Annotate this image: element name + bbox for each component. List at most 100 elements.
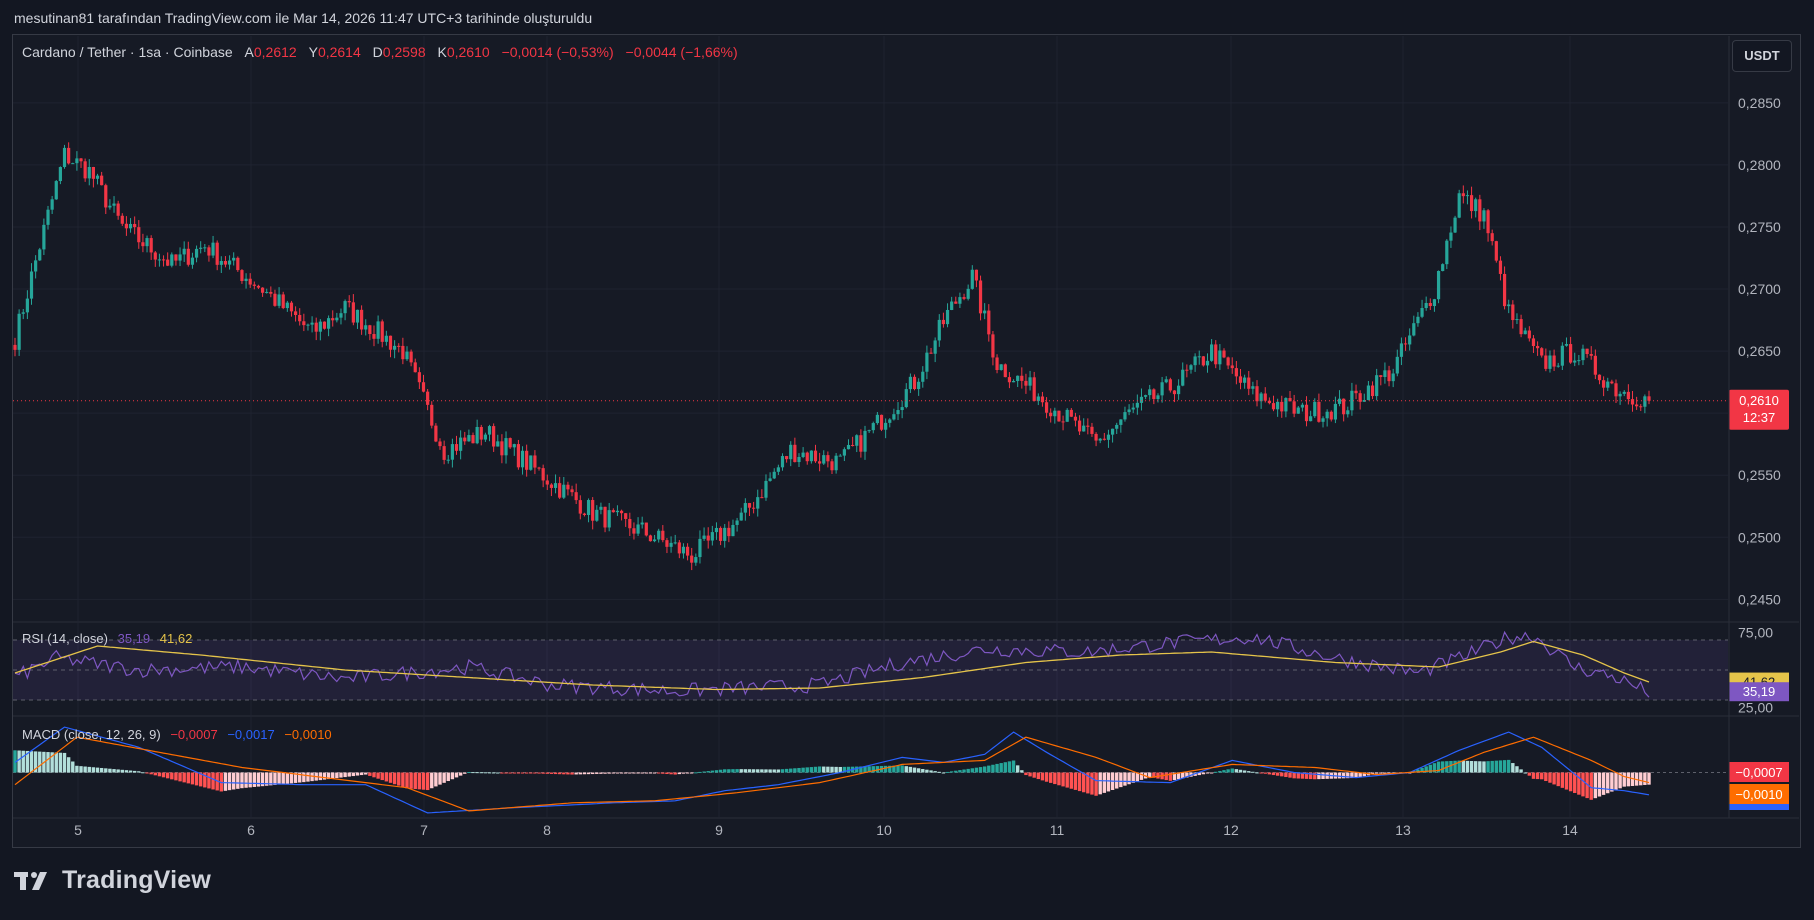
candle-body bbox=[1552, 355, 1556, 367]
macd-hist-bar bbox=[974, 767, 979, 773]
tradingview-brand[interactable]: TradingView bbox=[14, 866, 211, 895]
chart-frame[interactable] bbox=[12, 34, 1801, 848]
candle-body bbox=[706, 535, 710, 541]
candle-body bbox=[525, 450, 529, 470]
macd-hist-bar bbox=[1028, 772, 1032, 777]
macd-legend: MACD (close, 12, 26, 9) −0,0007 −0,0017 … bbox=[22, 727, 332, 742]
candle-body bbox=[591, 500, 595, 521]
candle-body bbox=[194, 248, 199, 258]
currency-button[interactable]: USDT bbox=[1732, 40, 1792, 72]
macd-hist-bar bbox=[789, 768, 793, 773]
candle-body bbox=[1329, 411, 1333, 420]
macd-hist-bar bbox=[1614, 772, 1618, 790]
macd-hist-bar bbox=[929, 770, 933, 773]
macd-hist-bar bbox=[615, 772, 620, 774]
macd-hist-bar bbox=[1271, 772, 1276, 776]
candle-body bbox=[1077, 420, 1082, 432]
macd-hist-bar bbox=[244, 772, 248, 788]
macd-hist-bar bbox=[1222, 770, 1226, 773]
macd-hist-bar bbox=[1548, 772, 1552, 783]
macd-hist-bar bbox=[1201, 772, 1206, 775]
macd-hist-bar bbox=[941, 772, 946, 774]
macd-hist-bar bbox=[1436, 761, 1441, 773]
macd-hist-bar bbox=[1494, 760, 1499, 773]
candle-body bbox=[95, 175, 100, 179]
candle-body bbox=[698, 538, 702, 558]
macd-label: MACD (close, 12, 26, 9) bbox=[22, 727, 161, 742]
macd-hist-bar bbox=[302, 772, 306, 783]
candle-body bbox=[471, 435, 475, 444]
macd-hist-bar bbox=[1601, 772, 1606, 795]
candle-body bbox=[1569, 344, 1573, 363]
macd-hist-bar bbox=[681, 772, 686, 774]
macd-hist-bar bbox=[784, 768, 789, 773]
candle-body bbox=[1205, 360, 1210, 366]
macd-hist-bar bbox=[1597, 772, 1602, 797]
candle-body bbox=[71, 163, 75, 165]
macd-hist-bar bbox=[933, 771, 937, 773]
macd-hist-bar bbox=[318, 772, 323, 781]
macd-hist-bar bbox=[949, 771, 954, 773]
candle-body bbox=[504, 438, 508, 456]
macd-hist-bar bbox=[1242, 770, 1247, 773]
macd-hist-bar bbox=[1007, 761, 1012, 773]
macd-signal-tag bbox=[1729, 784, 1789, 804]
macd-hist-bar bbox=[149, 772, 153, 775]
macd-hist-bar bbox=[1490, 760, 1494, 773]
macd-hist-bar bbox=[1432, 763, 1437, 773]
candle-body bbox=[46, 209, 50, 225]
candle-body bbox=[1148, 389, 1152, 396]
candle-body bbox=[578, 500, 582, 514]
candle-body bbox=[1602, 380, 1606, 388]
macd-hist-bar bbox=[1379, 772, 1383, 774]
x-tick-label: 11 bbox=[1050, 822, 1065, 838]
candle-body bbox=[1375, 375, 1379, 397]
macd-hist-bar bbox=[1205, 772, 1210, 774]
macd-hist-bar bbox=[1486, 761, 1490, 773]
macd-hist-bar bbox=[702, 771, 706, 773]
candle-body bbox=[1321, 418, 1325, 422]
macd-hist-bar bbox=[1564, 772, 1569, 790]
candle-body bbox=[1502, 273, 1507, 307]
macd-hist-bar bbox=[776, 769, 781, 773]
candle-body bbox=[1218, 350, 1222, 365]
candle-body bbox=[1222, 350, 1226, 358]
macd-hist-bar bbox=[252, 772, 257, 787]
macd-hist-bar bbox=[1507, 759, 1511, 773]
candle-body bbox=[1234, 368, 1238, 377]
candle-body bbox=[846, 444, 851, 450]
macd-hist-bar bbox=[562, 772, 566, 775]
high-label: Y bbox=[308, 44, 318, 60]
candle-body bbox=[1086, 425, 1090, 427]
macd-hist-tag bbox=[1729, 762, 1789, 782]
macd-hist-bar bbox=[743, 769, 748, 773]
candle-body bbox=[1003, 364, 1007, 378]
candle-body bbox=[1152, 389, 1156, 400]
candle-body bbox=[364, 325, 368, 330]
macd-hist-bar bbox=[764, 769, 768, 773]
candle-body bbox=[124, 223, 129, 229]
rsi-tick-label: 75,00 bbox=[1738, 625, 1773, 641]
candle-body bbox=[1461, 193, 1465, 197]
macd-hist-bar bbox=[826, 766, 830, 773]
macd-hist-bar bbox=[364, 772, 368, 775]
candle-body bbox=[331, 318, 335, 321]
candle-body bbox=[793, 444, 797, 463]
macd-hist-bar bbox=[83, 766, 87, 773]
macd-hist-bar bbox=[772, 769, 776, 773]
macd-hist-bar bbox=[966, 768, 970, 773]
candle-body bbox=[1296, 407, 1300, 414]
y-tick-label: 0,2700 bbox=[1738, 281, 1781, 297]
macd-hist-bar bbox=[417, 772, 422, 790]
candle-body bbox=[1168, 379, 1172, 391]
macd-hist-bar bbox=[1465, 760, 1470, 773]
macd-hist-bar bbox=[392, 772, 397, 785]
candle-body bbox=[343, 301, 347, 314]
macd-hist-bar bbox=[830, 766, 834, 773]
candle-body bbox=[1412, 323, 1416, 336]
candle-body bbox=[1342, 398, 1346, 415]
candle-body bbox=[166, 259, 170, 266]
y-tick-label: 0,2500 bbox=[1738, 529, 1781, 545]
candle-body bbox=[1478, 199, 1482, 222]
